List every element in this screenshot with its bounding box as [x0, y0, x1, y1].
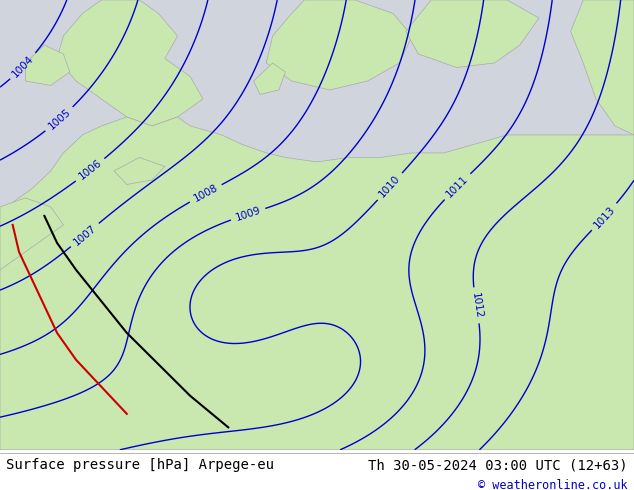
Text: 1011: 1011 — [444, 173, 470, 199]
Text: Surface pressure [hPa] Arpege-eu: Surface pressure [hPa] Arpege-eu — [6, 458, 275, 472]
Text: 1009: 1009 — [234, 205, 262, 223]
Text: 1012: 1012 — [469, 292, 483, 319]
Text: © weatheronline.co.uk: © weatheronline.co.uk — [478, 479, 628, 490]
Text: Th 30-05-2024 03:00 UTC (12+63): Th 30-05-2024 03:00 UTC (12+63) — [368, 458, 628, 472]
Text: 1006: 1006 — [77, 158, 103, 182]
Text: 1005: 1005 — [46, 107, 72, 132]
Text: 1013: 1013 — [592, 204, 617, 230]
Text: 1004: 1004 — [11, 53, 36, 79]
Text: 1010: 1010 — [377, 173, 403, 199]
Text: 1007: 1007 — [72, 223, 98, 247]
Text: 1008: 1008 — [191, 183, 219, 204]
